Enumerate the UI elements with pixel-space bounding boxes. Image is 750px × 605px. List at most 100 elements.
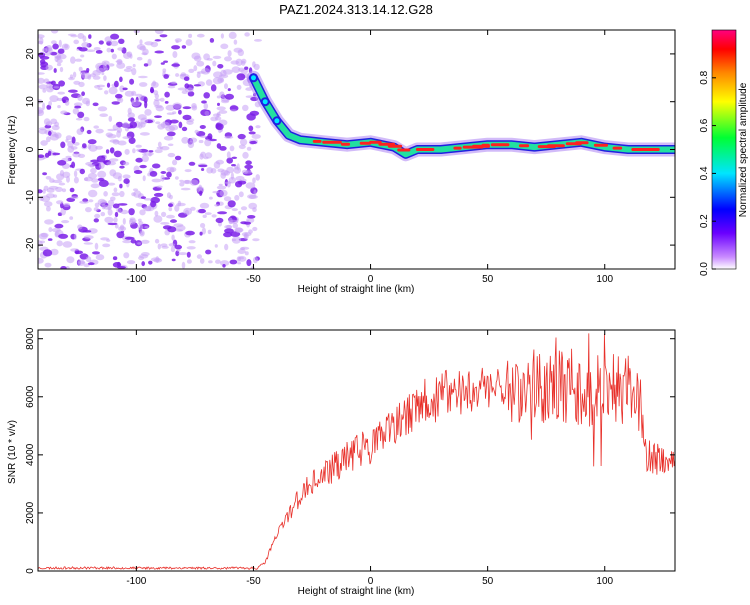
noise-blob — [224, 225, 233, 229]
noise-blob — [214, 116, 222, 121]
noise-blob — [170, 219, 177, 223]
noise-blob — [182, 114, 192, 121]
noise-blob — [215, 123, 224, 131]
snr-ylabel: SNR (10 * v/v) — [7, 420, 18, 484]
noise-blob — [205, 152, 213, 159]
noise-blob — [45, 64, 53, 71]
noise-blob — [188, 68, 195, 73]
noise-blob — [50, 30, 59, 34]
noise-blob — [69, 187, 75, 193]
noise-blob — [88, 199, 94, 203]
noise-blob — [166, 131, 176, 137]
noise-blob — [160, 243, 168, 247]
noise-blob — [97, 177, 105, 182]
noise-blob — [124, 90, 135, 97]
noise-blob — [163, 60, 169, 63]
noise-blob — [139, 39, 143, 45]
noise-blob — [117, 175, 122, 182]
snr-plot: -100 -50 0 50 100 0 2000 4000 6000 8000 Height o… — [7, 327, 676, 597]
noise-blob — [179, 181, 185, 187]
noise-blob — [175, 73, 180, 77]
noise-blob — [222, 264, 226, 268]
noise-blob — [220, 43, 229, 50]
noise-blob — [166, 112, 175, 115]
noise-blob — [104, 90, 109, 95]
noise-blob — [48, 100, 52, 107]
noise-blob — [129, 218, 137, 223]
noise-blob — [105, 132, 114, 138]
noise-blob — [49, 95, 59, 103]
noise-blob — [153, 192, 164, 197]
noise-blob — [133, 170, 143, 174]
noise-blob — [75, 117, 83, 121]
noise-blob — [38, 52, 46, 58]
noise-blob — [142, 175, 146, 182]
noise-blob — [199, 135, 207, 138]
noise-blob — [43, 201, 53, 207]
noise-blob — [70, 56, 76, 64]
noise-blob — [172, 51, 178, 58]
noise-blob — [160, 174, 165, 182]
noise-blob — [52, 152, 61, 156]
noise-blob — [114, 211, 119, 218]
noise-blob — [76, 128, 84, 135]
noise-blob — [217, 102, 220, 106]
noise-blob — [181, 90, 188, 94]
noise-blob — [131, 67, 137, 76]
noise-blob — [193, 84, 202, 87]
colorbar-tick-label: 0.0 — [699, 262, 710, 276]
spectrogram-y-tick-label: -20 — [25, 237, 36, 252]
noise-blob — [119, 76, 123, 83]
noise-blob — [177, 87, 187, 91]
noise-blob — [252, 61, 256, 68]
noise-blob — [224, 228, 234, 234]
noise-blob — [101, 60, 110, 66]
noise-blob — [184, 169, 192, 173]
noise-blob — [153, 215, 163, 223]
noise-blob — [147, 58, 152, 66]
noise-blob — [111, 101, 120, 105]
noise-blob — [91, 178, 99, 183]
noise-blob — [196, 72, 201, 79]
noise-blob — [106, 82, 111, 88]
noise-blob — [93, 207, 99, 212]
noise-blob — [238, 191, 244, 198]
noise-blob — [186, 259, 192, 264]
noise-blob — [122, 161, 130, 166]
snr-x-tick-label: -100 — [126, 576, 146, 587]
noise-blob — [103, 75, 107, 81]
noise-blob — [151, 178, 162, 183]
noise-blob — [148, 150, 154, 153]
spectrogram-x-tick-label: 50 — [482, 274, 494, 285]
noise-blob — [106, 161, 117, 166]
noise-blob — [38, 128, 48, 135]
noise-blob — [231, 164, 236, 167]
noise-blob — [237, 249, 246, 254]
noise-blob — [58, 53, 67, 60]
noise-blob — [231, 208, 238, 212]
noise-blob — [120, 209, 129, 215]
noise-blob — [174, 155, 182, 161]
noise-blob — [166, 171, 172, 178]
noise-blob — [53, 68, 57, 73]
noise-blob — [177, 200, 182, 207]
noise-blob — [240, 69, 249, 74]
snr-y-tick-label: 2000 — [25, 501, 36, 524]
colorbar-tick-label: 0.8 — [699, 70, 710, 84]
noise-blob — [238, 210, 242, 215]
noise-blob — [234, 227, 244, 233]
noise-blob — [200, 223, 206, 228]
noise-blob — [248, 131, 256, 135]
noise-blob — [179, 74, 187, 77]
noise-blob — [135, 93, 143, 97]
noise-blob — [62, 99, 66, 104]
noise-blob — [219, 146, 227, 151]
noise-blob — [108, 158, 119, 162]
noise-blob — [168, 203, 173, 208]
noise-blob — [127, 117, 136, 122]
noise-blob — [66, 256, 75, 264]
noise-blob — [227, 200, 236, 208]
noise-blob — [127, 112, 135, 119]
noise-blob — [57, 48, 65, 54]
